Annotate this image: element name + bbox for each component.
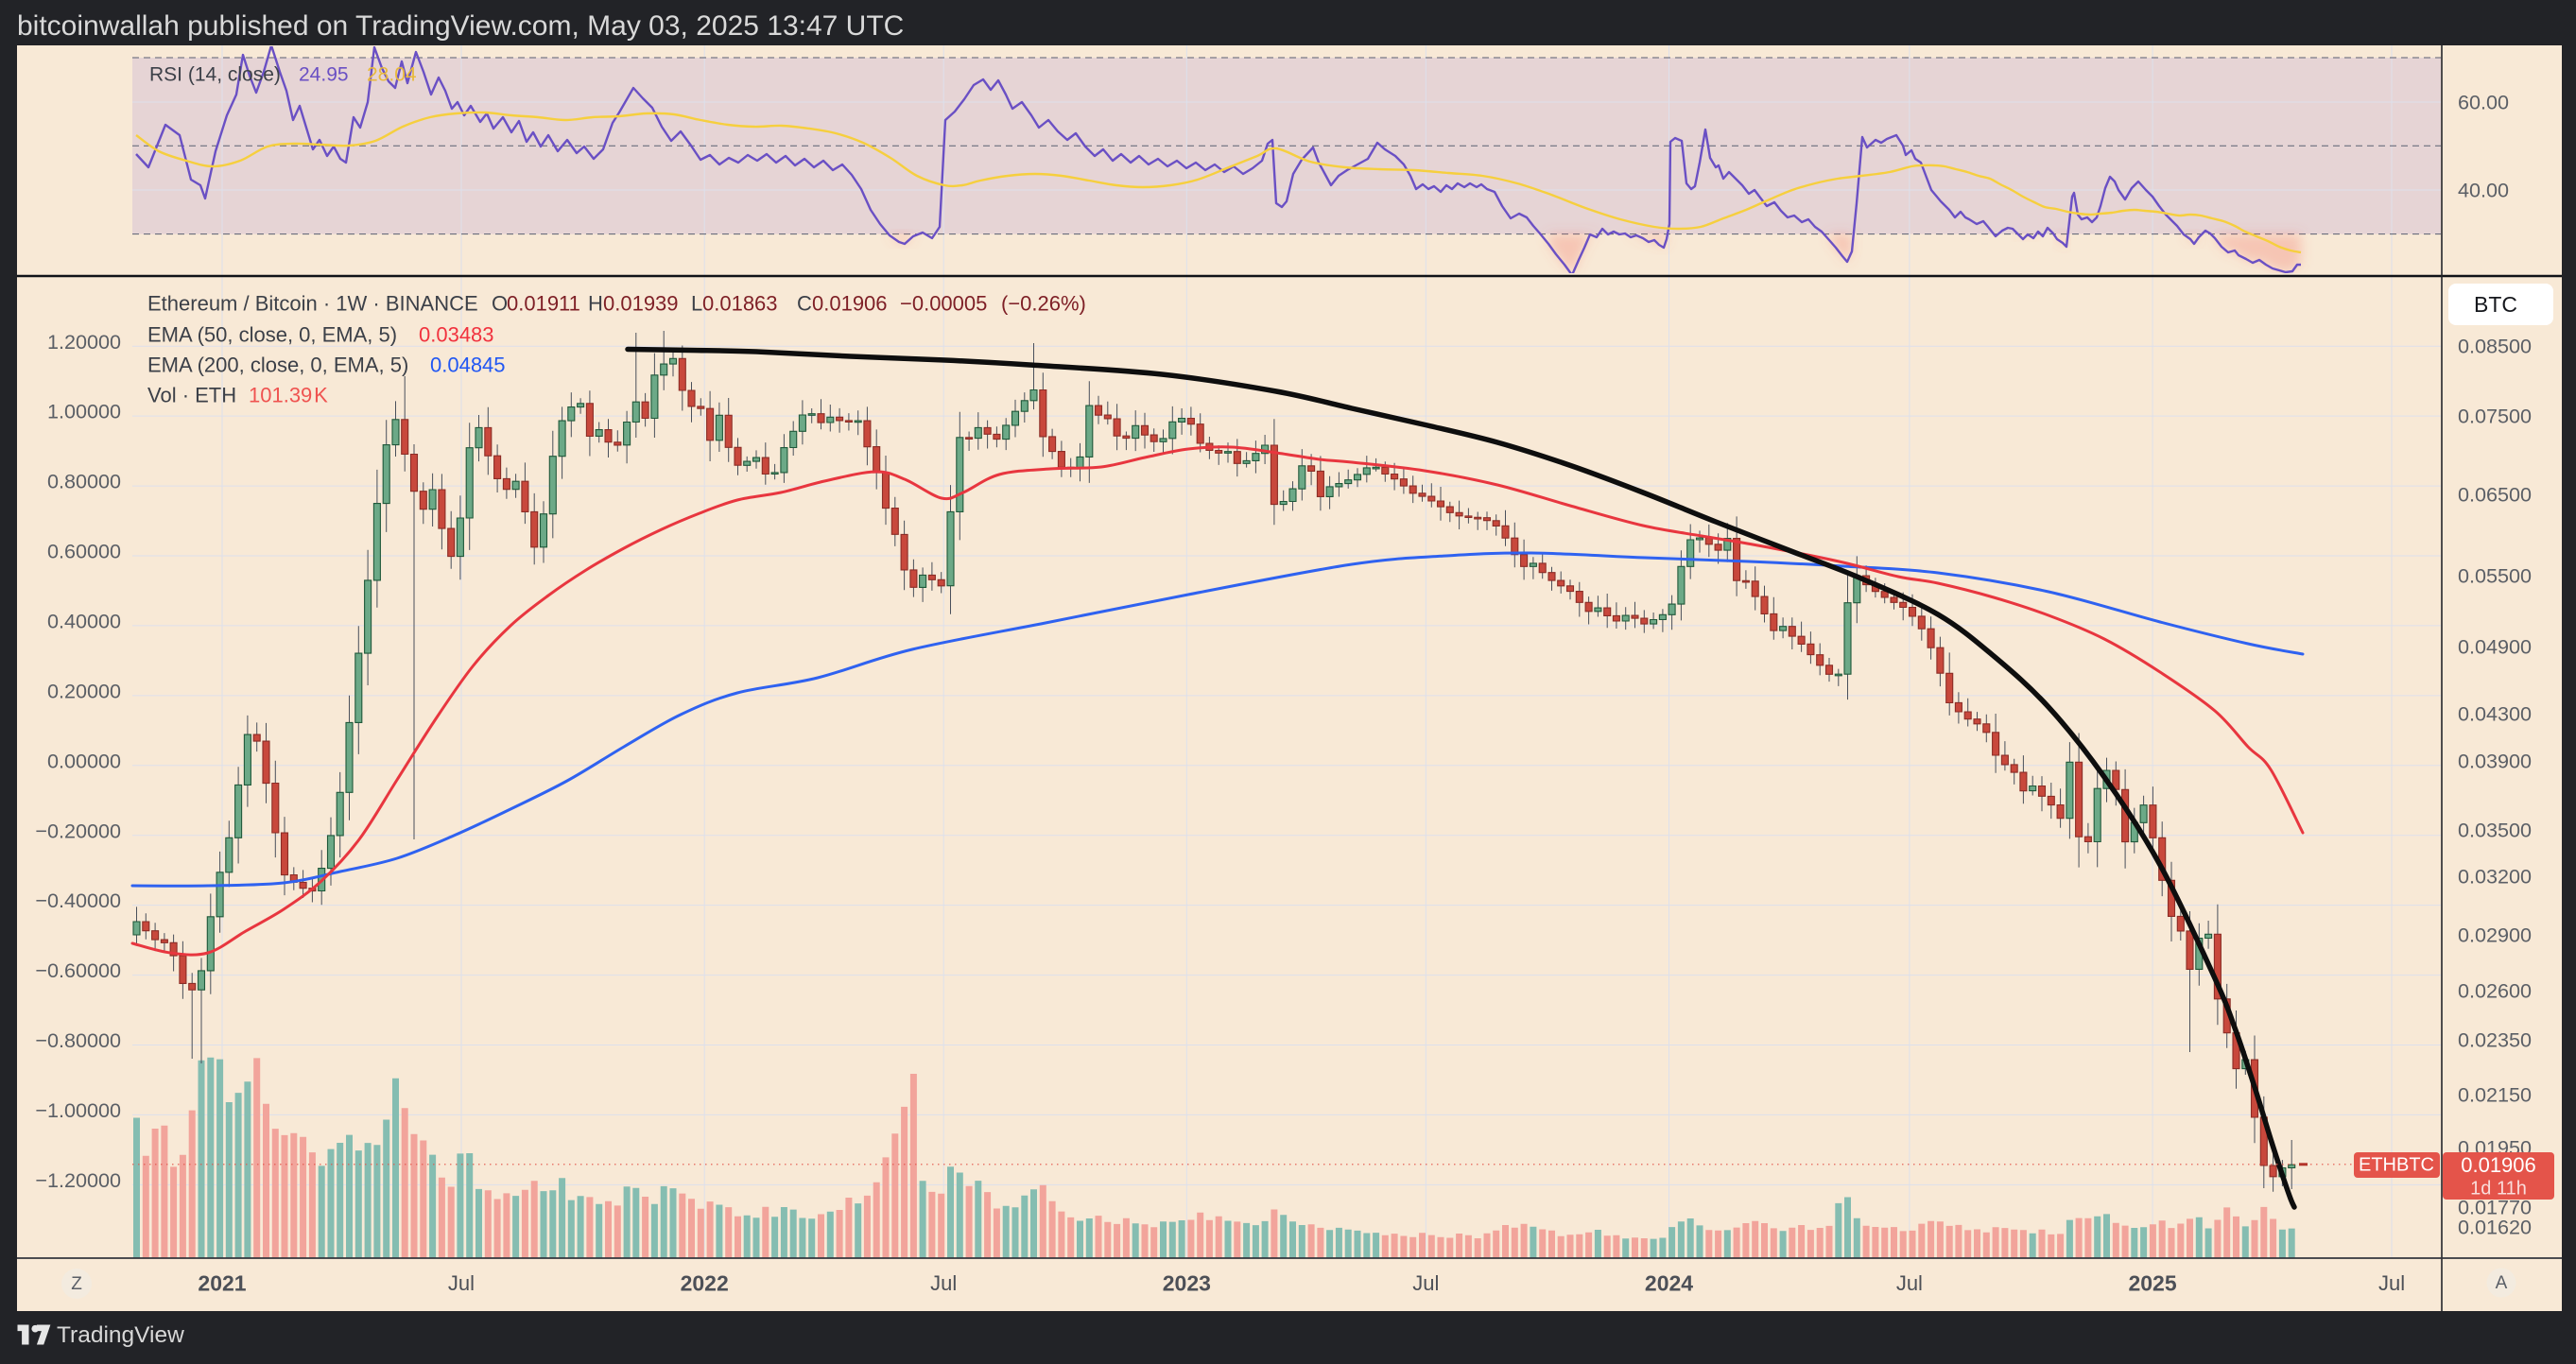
svg-text:bitcoinwallah published on Tra: bitcoinwallah published on TradingView.c… xyxy=(17,10,904,42)
svg-text:0.03200: 0.03200 xyxy=(2458,865,2532,889)
svg-text:−0.20000: −0.20000 xyxy=(35,819,121,842)
svg-text:0.02900: 0.02900 xyxy=(2458,924,2532,947)
svg-text:2021: 2021 xyxy=(198,1271,246,1296)
svg-text:H: H xyxy=(588,292,603,316)
svg-text:L: L xyxy=(691,292,702,316)
svg-text:0.05500: 0.05500 xyxy=(2458,564,2532,588)
svg-text:28.04: 28.04 xyxy=(367,64,417,86)
svg-text:Jul: Jul xyxy=(1412,1271,1439,1295)
svg-text:1d 11h: 1d 11h xyxy=(2470,1179,2527,1200)
svg-text:0.60000: 0.60000 xyxy=(47,540,121,563)
svg-text:ETHBTC: ETHBTC xyxy=(2359,1155,2434,1176)
svg-text:0.06500: 0.06500 xyxy=(2458,483,2532,507)
svg-text:0.01939: 0.01939 xyxy=(603,292,679,316)
svg-text:0.04300: 0.04300 xyxy=(2458,702,2532,726)
svg-text:EMA (50, close, 0, EMA, 5): EMA (50, close, 0, EMA, 5) xyxy=(147,323,397,347)
svg-text:0.01911: 0.01911 xyxy=(507,292,580,316)
svg-text:2025: 2025 xyxy=(2128,1271,2176,1296)
svg-text:1.20000: 1.20000 xyxy=(47,330,121,354)
svg-text:0.04845: 0.04845 xyxy=(430,354,506,377)
svg-text:0.40000: 0.40000 xyxy=(47,610,121,633)
svg-text:Jul: Jul xyxy=(930,1271,957,1295)
svg-text:−1.20000: −1.20000 xyxy=(35,1168,121,1192)
svg-text:(−0.26%): (−0.26%) xyxy=(1001,292,1086,316)
svg-text:−0.00005: −0.00005 xyxy=(900,292,987,316)
svg-text:0.07500: 0.07500 xyxy=(2458,405,2532,428)
svg-text:0.03483: 0.03483 xyxy=(419,323,494,347)
svg-text:BTC: BTC xyxy=(2474,292,2517,317)
svg-text:C: C xyxy=(797,292,812,316)
svg-text:0.20000: 0.20000 xyxy=(47,679,121,702)
svg-text:0.00000: 0.00000 xyxy=(47,749,121,772)
svg-text:Ethereum / Bitcoin · 1W · BINA: Ethereum / Bitcoin · 1W · BINANCE xyxy=(147,292,478,316)
svg-text:0.02600: 0.02600 xyxy=(2458,979,2532,1003)
svg-text:0.01620: 0.01620 xyxy=(2458,1216,2532,1239)
svg-text:Vol · ETH: Vol · ETH xyxy=(147,384,236,407)
svg-text:TradingView: TradingView xyxy=(57,1322,184,1348)
svg-text:0.80000: 0.80000 xyxy=(47,470,121,493)
svg-text:0.08500: 0.08500 xyxy=(2458,335,2532,358)
svg-text:Jul: Jul xyxy=(448,1271,475,1295)
svg-text:Jul: Jul xyxy=(2378,1271,2405,1295)
svg-text:0.01906: 0.01906 xyxy=(2461,1153,2536,1177)
svg-text:0.03500: 0.03500 xyxy=(2458,819,2532,842)
svg-text:Jul: Jul xyxy=(1896,1271,1923,1295)
svg-text:O: O xyxy=(492,292,508,316)
svg-text:1.00000: 1.00000 xyxy=(47,400,121,423)
svg-text:EMA (200, close, 0, EMA, 5): EMA (200, close, 0, EMA, 5) xyxy=(147,354,408,377)
svg-text:A: A xyxy=(2496,1273,2508,1293)
svg-text:−0.60000: −0.60000 xyxy=(35,958,121,982)
svg-text:RSI (14, close): RSI (14, close) xyxy=(149,64,281,86)
svg-text:−0.40000: −0.40000 xyxy=(35,889,121,912)
svg-text:0.02150: 0.02150 xyxy=(2458,1083,2532,1107)
svg-text:−1.00000: −1.00000 xyxy=(35,1098,121,1122)
svg-text:0.04900: 0.04900 xyxy=(2458,635,2532,659)
svg-text:24.95: 24.95 xyxy=(299,64,349,86)
svg-text:0.02350: 0.02350 xyxy=(2458,1028,2532,1052)
svg-text:−0.80000: −0.80000 xyxy=(35,1028,121,1052)
svg-text:101.39 K: 101.39 K xyxy=(249,384,328,407)
svg-text:0.03900: 0.03900 xyxy=(2458,750,2532,773)
svg-text:40.00: 40.00 xyxy=(2458,179,2509,202)
svg-text:2023: 2023 xyxy=(1163,1271,1211,1296)
svg-text:0.01863: 0.01863 xyxy=(702,292,778,316)
svg-text:2022: 2022 xyxy=(681,1271,729,1296)
svg-text:60.00: 60.00 xyxy=(2458,91,2509,114)
svg-text:0.01906: 0.01906 xyxy=(812,292,888,316)
svg-text:2024: 2024 xyxy=(1645,1271,1693,1296)
svg-text:Z: Z xyxy=(71,1274,82,1294)
